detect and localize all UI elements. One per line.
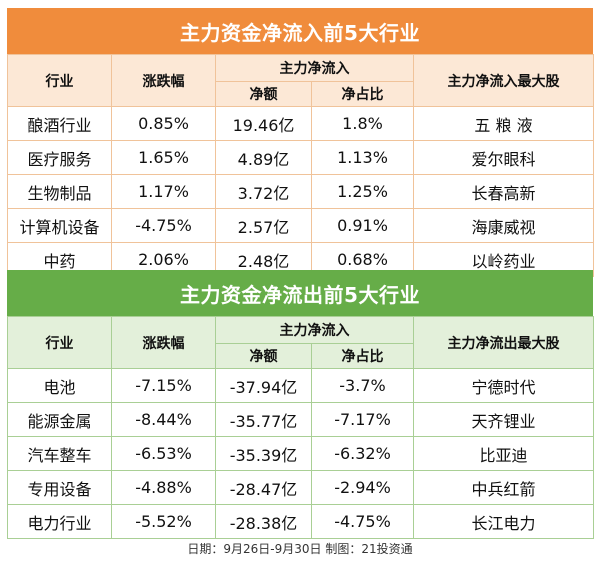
cell-change: -8.44% [111,402,216,437]
table-row: 电力行业 -5.52% -28.38亿 -4.75% 长江电力 [7,504,594,539]
inflow-title: 主力资金净流入前5大行业 [7,8,593,54]
cell-change: 1.65% [111,140,216,175]
cell-stock: 爱尔眼科 [413,140,594,175]
cell-ratio: -4.75% [311,504,414,539]
table-row: 电池 -7.15% -37.94亿 -3.7% 宁德时代 [7,368,594,403]
inflow-section: 主力资金净流入前5大行业 行业 涨跌幅 主力净流入 主力净流入最大股 净额 净占… [7,8,594,277]
header-net-ratio: 净占比 [311,343,414,369]
cell-stock: 比亚迪 [413,436,594,471]
cell-ratio: 1.25% [311,174,414,209]
cell-amount: -35.77亿 [215,402,312,437]
cell-amount: 19.46亿 [215,106,312,141]
cell-industry: 生物制品 [7,174,112,209]
table-row: 专用设备 -4.88% -28.47亿 -2.94% 中兵红箭 [7,470,594,505]
header-change: 涨跌幅 [111,316,216,369]
header-net-ratio: 净占比 [311,81,414,107]
cell-industry: 汽车整车 [7,436,112,471]
table-row: 能源金属 -8.44% -35.77亿 -7.17% 天齐锂业 [7,402,594,437]
header-net-amount: 净额 [215,81,312,107]
outflow-section: 主力资金净流出前5大行业 行业 涨跌幅 主力净流入 主力净流出最大股 净额 净占… [7,270,594,539]
table-row: 酿酒行业 0.85% 19.46亿 1.8% 五 粮 液 [7,106,594,141]
cell-industry: 电池 [7,368,112,403]
cell-industry: 电力行业 [7,504,112,539]
header-net-group: 主力净流入 [215,316,414,344]
cell-change: -7.15% [111,368,216,403]
header-top-stock: 主力净流入最大股 [413,54,594,107]
cell-industry: 医疗服务 [7,140,112,175]
header-change: 涨跌幅 [111,54,216,107]
header-top-stock: 主力净流出最大股 [413,316,594,369]
outflow-title: 主力资金净流出前5大行业 [7,270,593,316]
cell-amount: -35.39亿 [215,436,312,471]
cell-change: 1.17% [111,174,216,209]
table-row: 生物制品 1.17% 3.72亿 1.25% 长春高新 [7,174,594,209]
header-net-group: 主力净流入 [215,54,414,82]
cell-amount: 3.72亿 [215,174,312,209]
cell-ratio: -2.94% [311,470,414,505]
outflow-table: 行业 涨跌幅 主力净流入 主力净流出最大股 净额 净占比 电池 -7.15% -… [7,316,594,539]
header-net-amount: 净额 [215,343,312,369]
cell-industry: 酿酒行业 [7,106,112,141]
inflow-table: 行业 涨跌幅 主力净流入 主力净流入最大股 净额 净占比 酿酒行业 0.85% … [7,54,594,277]
cell-stock: 长江电力 [413,504,594,539]
footer-note: 日期：9月26日-9月30日 制图：21投资通 [187,541,413,556]
cell-stock: 天齐锂业 [413,402,594,437]
cell-ratio: 0.91% [311,208,414,243]
cell-stock: 五 粮 液 [413,106,594,141]
cell-stock: 宁德时代 [413,368,594,403]
cell-amount: -28.47亿 [215,470,312,505]
cell-stock: 长春高新 [413,174,594,209]
cell-ratio: 1.8% [311,106,414,141]
cell-amount: 4.89亿 [215,140,312,175]
cell-amount: 2.57亿 [215,208,312,243]
cell-industry: 能源金属 [7,402,112,437]
cell-change: 0.85% [111,106,216,141]
cell-ratio: -3.7% [311,368,414,403]
cell-change: -4.88% [111,470,216,505]
cell-ratio: -6.32% [311,436,414,471]
cell-stock: 中兵红箭 [413,470,594,505]
header-industry: 行业 [7,316,112,369]
cell-ratio: 1.13% [311,140,414,175]
cell-industry: 专用设备 [7,470,112,505]
cell-amount: -28.38亿 [215,504,312,539]
header-industry: 行业 [7,54,112,107]
table-row: 计算机设备 -4.75% 2.57亿 0.91% 海康威视 [7,208,594,243]
cell-stock: 海康威视 [413,208,594,243]
cell-change: -5.52% [111,504,216,539]
cell-change: -6.53% [111,436,216,471]
cell-ratio: -7.17% [311,402,414,437]
table-row: 汽车整车 -6.53% -35.39亿 -6.32% 比亚迪 [7,436,594,471]
cell-industry: 计算机设备 [7,208,112,243]
cell-change: -4.75% [111,208,216,243]
table-row: 医疗服务 1.65% 4.89亿 1.13% 爱尔眼科 [7,140,594,175]
cell-amount: -37.94亿 [215,368,312,403]
